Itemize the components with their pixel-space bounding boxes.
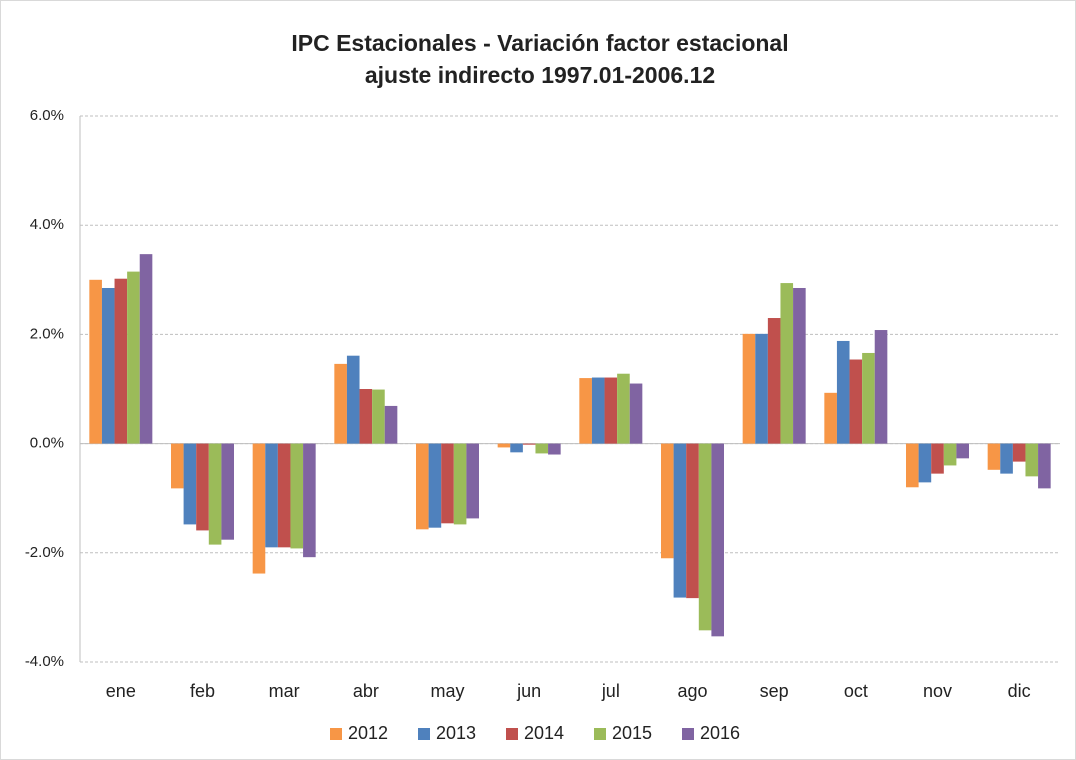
bar <box>1012 443 1026 462</box>
bar <box>441 443 454 524</box>
x-tick-label: dic <box>1008 681 1031 701</box>
x-tick-label: jun <box>516 681 541 701</box>
x-tick-label: abr <box>353 681 379 701</box>
bar <box>673 443 687 598</box>
bar <box>604 377 618 444</box>
bar <box>987 443 1001 470</box>
y-tick-label: 6.0% <box>30 107 64 124</box>
bar <box>711 443 724 637</box>
bar <box>1000 443 1013 474</box>
bar <box>334 363 347 444</box>
bar <box>510 443 523 453</box>
bar <box>265 443 278 548</box>
bar <box>416 443 429 530</box>
bar <box>497 443 511 448</box>
x-tick-label: may <box>430 681 464 701</box>
bar <box>661 443 674 559</box>
y-tick-label: 2.0% <box>30 325 64 342</box>
bar <box>290 443 304 549</box>
legend-swatch <box>682 728 694 740</box>
y-tick-label: 4.0% <box>30 216 64 233</box>
bar <box>742 333 756 444</box>
bar <box>303 443 316 558</box>
bar <box>793 287 806 444</box>
y-tick-label: -2.0% <box>25 544 64 561</box>
bar <box>629 383 643 444</box>
bar <box>384 405 398 444</box>
bar <box>171 443 184 489</box>
x-tick-label: jul <box>601 681 620 701</box>
bar <box>139 254 153 444</box>
bar <box>1038 443 1051 489</box>
x-tick-label: ene <box>106 681 136 701</box>
legend-label: 2016 <box>700 723 740 743</box>
bar <box>579 378 592 444</box>
x-tick-label: ago <box>677 681 707 701</box>
bar <box>127 271 140 444</box>
x-tick-label: sep <box>760 681 789 701</box>
bar <box>686 443 699 599</box>
x-tick-label: nov <box>923 681 952 701</box>
bar <box>755 333 768 444</box>
chart-title: ajuste indirecto 1997.01-2006.12 <box>365 62 715 88</box>
legend-swatch <box>594 728 606 740</box>
bar <box>617 373 630 444</box>
bar <box>931 443 944 474</box>
bar <box>862 352 875 444</box>
bar <box>943 443 957 466</box>
y-tick-label: -4.0% <box>25 653 64 670</box>
bar <box>1025 443 1039 477</box>
bar <box>824 392 837 444</box>
bar <box>208 443 222 545</box>
bar <box>849 359 863 444</box>
bar <box>114 278 128 444</box>
bar <box>956 443 969 459</box>
bar <box>535 443 549 454</box>
legend-label: 2014 <box>524 723 564 743</box>
bar <box>252 443 266 574</box>
bar <box>767 318 781 444</box>
bar <box>522 443 536 445</box>
legend-label: 2015 <box>612 723 652 743</box>
bar <box>906 443 919 488</box>
bar <box>836 340 850 444</box>
x-tick-label: oct <box>844 681 868 701</box>
bar <box>466 443 479 519</box>
y-tick-label: 0.0% <box>30 435 64 452</box>
legend-swatch <box>506 728 518 740</box>
legend-label: 2012 <box>348 723 388 743</box>
bar <box>874 330 888 444</box>
bar <box>780 283 794 444</box>
bar <box>101 287 115 444</box>
bar <box>548 443 561 455</box>
bar <box>591 377 605 444</box>
bar <box>221 443 234 540</box>
chart-title: IPC Estacionales - Variación factor esta… <box>291 30 788 56</box>
x-tick-label: mar <box>269 681 300 701</box>
legend-swatch <box>330 728 342 740</box>
bar <box>277 443 291 548</box>
bar <box>346 355 360 444</box>
legend-label: 2013 <box>436 723 476 743</box>
bar <box>183 443 197 525</box>
bar <box>453 443 467 525</box>
bar <box>428 443 442 528</box>
bar <box>918 443 932 483</box>
bar <box>89 279 102 444</box>
bar <box>698 443 712 631</box>
bar <box>359 389 373 444</box>
x-tick-label: feb <box>190 681 215 701</box>
bar <box>372 389 385 444</box>
bar <box>196 443 209 531</box>
legend-swatch <box>418 728 430 740</box>
